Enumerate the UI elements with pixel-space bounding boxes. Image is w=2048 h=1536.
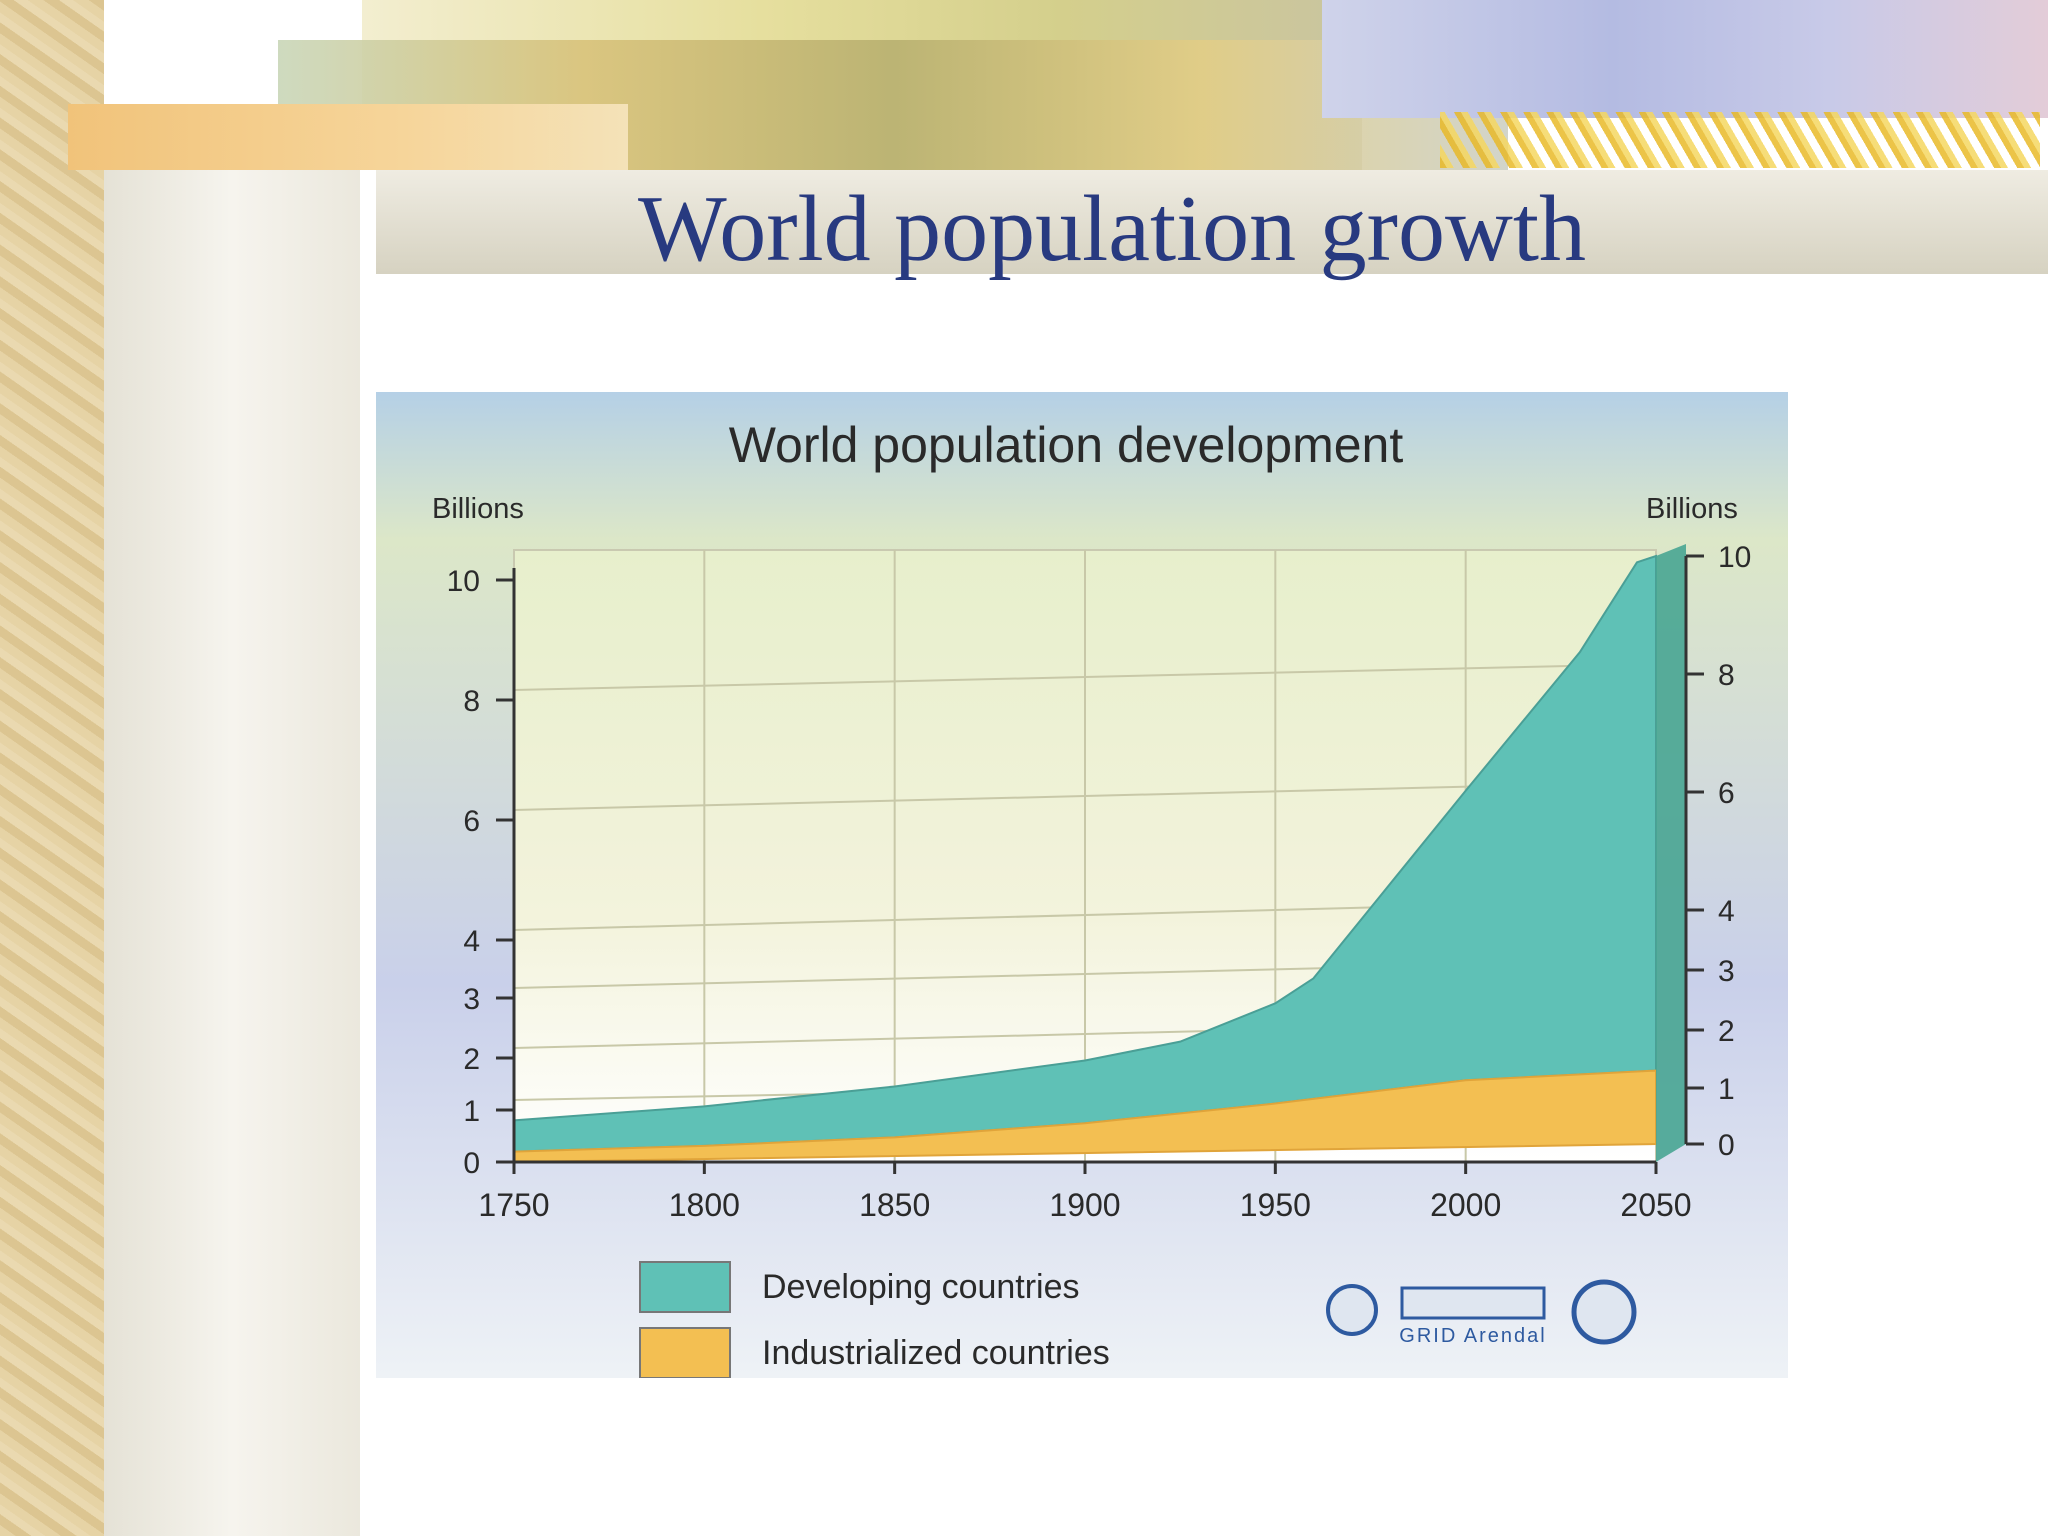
y-tick-label-right: 1 — [1718, 1073, 1735, 1106]
population-chart: 1750 1800 1850 1900 1950 2000 2050 0 1 2 3 4 6 8 10 0 1 2… — [376, 392, 1788, 1378]
y-tick-label-right: 2 — [1718, 1015, 1735, 1048]
y-tick-label-left: 8 — [463, 685, 480, 718]
x-tick-label: 1950 — [1240, 1187, 1311, 1223]
y-tick-label-left: 10 — [447, 565, 480, 598]
y-tick-label-left: 1 — [463, 1095, 480, 1128]
decorative-left-strip — [0, 0, 104, 1536]
x-tick-label: 1800 — [669, 1187, 740, 1223]
y-tick-label-left: 4 — [463, 925, 480, 958]
area-side-face — [1656, 544, 1686, 1162]
area-industrialized-countries — [513, 1069, 1657, 1164]
legend-label: Industrialized countries — [762, 1334, 1110, 1372]
decorative-orange-band — [68, 104, 628, 170]
x-tick-label: 2000 — [1430, 1187, 1501, 1223]
legend-swatch — [639, 1327, 731, 1378]
partner-logos: GRID Arendal — [1326, 1279, 1637, 1347]
un-logo-icon — [1571, 1279, 1637, 1345]
gridline-horizontal — [513, 781, 1657, 811]
y-tick-label-right: 6 — [1718, 777, 1735, 810]
x-tick-label: 1900 — [1049, 1187, 1120, 1223]
y-tick-label-left: 0 — [463, 1147, 480, 1180]
y-axis-label-right: Billions — [1646, 493, 1738, 525]
slide-title: World population growth — [638, 177, 1586, 281]
grid-logo-icon — [1400, 1286, 1546, 1320]
decorative-left-panel — [104, 170, 360, 1536]
x-tick-label: 2050 — [1620, 1187, 1691, 1223]
legend-label: Developing countries — [762, 1268, 1080, 1306]
decorative-grain-image — [1440, 112, 2040, 168]
unep-logo-icon — [1326, 1284, 1378, 1336]
y-tick-label-left: 3 — [463, 983, 480, 1016]
y-tick-label-right: 10 — [1718, 541, 1751, 574]
y-tick-label-right: 3 — [1718, 955, 1735, 988]
chart-title: World population development — [729, 417, 1404, 473]
y-tick-label-right: 8 — [1718, 659, 1735, 692]
decorative-flowers-image — [1322, 0, 2048, 118]
y-tick-label-right: 4 — [1718, 895, 1735, 928]
x-tick-label: 1850 — [859, 1187, 930, 1223]
x-tick-label: 1750 — [478, 1187, 549, 1223]
title-band — [376, 170, 2048, 274]
gridline-horizontal — [513, 663, 1657, 691]
logo-text: GRID Arendal — [1399, 1325, 1546, 1347]
y-tick-label-left: 6 — [463, 805, 480, 838]
y-axis-label-left: Billions — [432, 493, 524, 525]
y-tick-label-right: 0 — [1718, 1129, 1735, 1162]
y-tick-label-left: 2 — [463, 1043, 480, 1076]
legend-swatch — [639, 1261, 731, 1313]
